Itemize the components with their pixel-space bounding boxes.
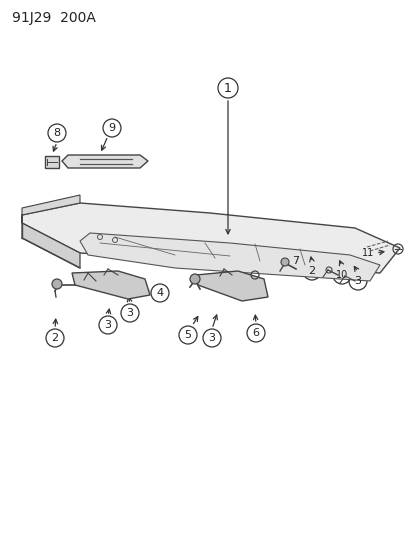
Circle shape (190, 274, 199, 284)
Text: 4: 4 (156, 288, 163, 298)
Text: 2: 2 (51, 333, 58, 343)
Text: 91J29  200A: 91J29 200A (12, 11, 96, 25)
Text: 6: 6 (252, 328, 259, 338)
Polygon shape (72, 271, 150, 299)
Polygon shape (195, 271, 267, 301)
Polygon shape (80, 233, 379, 281)
Polygon shape (22, 203, 399, 273)
Text: 2: 2 (308, 266, 315, 276)
Text: 1: 1 (223, 82, 231, 94)
Text: 7: 7 (292, 256, 299, 266)
Circle shape (280, 258, 288, 266)
Polygon shape (22, 223, 80, 268)
Text: 3: 3 (354, 276, 361, 286)
Text: 5: 5 (184, 330, 191, 340)
Text: 3: 3 (126, 308, 133, 318)
Text: 8: 8 (53, 128, 60, 138)
Text: 3: 3 (208, 333, 215, 343)
Text: 9: 9 (108, 123, 115, 133)
Circle shape (52, 279, 62, 289)
Polygon shape (22, 195, 80, 223)
Bar (45, 156, 59, 168)
Text: 10: 10 (335, 270, 347, 280)
Text: 11: 11 (361, 248, 373, 258)
Text: 3: 3 (104, 320, 111, 330)
Polygon shape (62, 155, 147, 168)
